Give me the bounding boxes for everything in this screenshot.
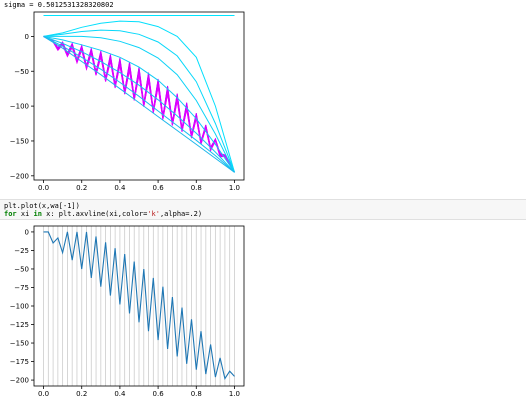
code-rest-2: ,alpha=.2)	[159, 210, 203, 218]
series-line-cyan	[43, 35, 235, 173]
keyword-for: for	[4, 210, 17, 218]
code-line-2: for xi in x: plt.axvline(xi,color='k',al…	[4, 210, 202, 218]
code-string: 'k'	[147, 210, 160, 218]
x-tick-label: 0.4	[114, 184, 126, 192]
output-text: sigma = 0.5012531328320802	[4, 1, 114, 9]
x-tick-label: 0.2	[76, 390, 87, 398]
x-tick-label: 0.0	[38, 390, 49, 398]
y-tick-label: 0	[25, 228, 29, 236]
series-line-cyan	[43, 20, 235, 173]
x-tick-label: 1.0	[229, 184, 240, 192]
y-tick-label: −100	[10, 303, 29, 311]
y-tick-label: −125	[10, 321, 29, 329]
y-tick-label: −200	[10, 377, 29, 385]
y-tick-label: −150	[10, 340, 29, 348]
x-tick-label: 0.4	[114, 390, 126, 398]
keyword-in: in	[33, 210, 42, 218]
y-tick-label: −25	[14, 247, 29, 255]
x-tick-label: 0.8	[191, 390, 202, 398]
y-tick-label: 0	[25, 33, 29, 41]
x-tick-label: 0.2	[76, 184, 87, 192]
x-tick-label: 0.0	[38, 184, 49, 192]
code-rest-1: x: plt.axvline(xi,color=	[41, 210, 148, 218]
y-tick-label: −175	[10, 358, 29, 366]
y-tick-label: −50	[14, 265, 29, 273]
x-tick-label: 0.8	[191, 184, 202, 192]
series-line	[43, 231, 235, 380]
series-line-cyan	[43, 35, 235, 173]
x-tick-label: 1.0	[229, 390, 240, 398]
series-line-cyan	[43, 29, 235, 173]
x-tick-label: 0.6	[153, 390, 165, 398]
y-tick-label: −100	[10, 103, 29, 111]
code-cell[interactable]: plt.plot(x,wa[-1]) for xi in x: plt.axvl…	[0, 199, 526, 220]
y-tick-label: −75	[14, 284, 29, 292]
code-line-1: plt.plot(x,wa[-1])	[4, 202, 80, 210]
y-tick-label: −50	[14, 68, 29, 76]
plot-frame	[33, 11, 245, 181]
y-tick-label: −200	[10, 172, 29, 180]
code-var: xi	[16, 210, 34, 218]
series-line-cyan	[43, 35, 235, 173]
series-line-cyan	[43, 35, 235, 173]
series-line-cyan	[43, 35, 235, 173]
x-tick-label: 0.6	[153, 184, 165, 192]
plot-area	[43, 15, 235, 173]
chart-bottom: 0.0 0.2 0.4 0.6 0.8 1.0 0 −25 −50 −75 −100 −125 −150…	[10, 225, 245, 398]
y-tick-label: −150	[10, 137, 29, 145]
chart-top: 0.0 0.2 0.4 0.6 0.8 1.0 0 −50 −100 −150 −200	[10, 11, 245, 192]
